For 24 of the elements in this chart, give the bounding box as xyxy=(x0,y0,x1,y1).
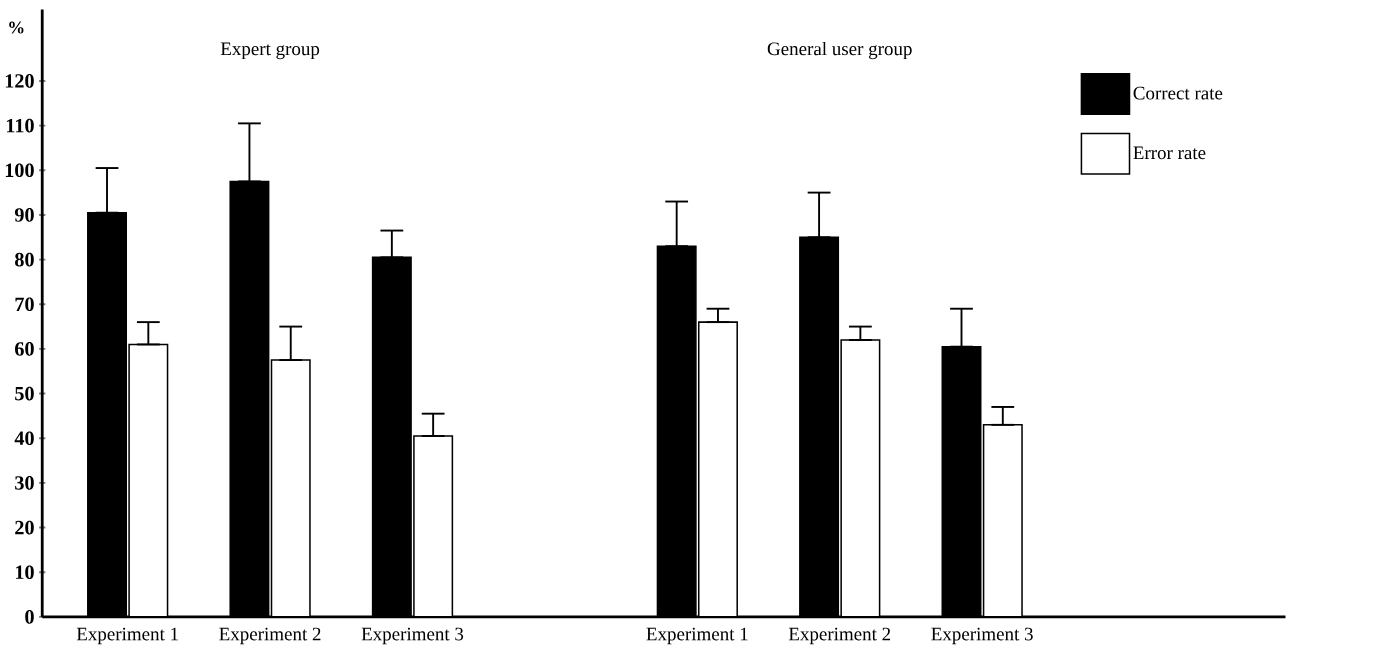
y-axis-title: % xyxy=(9,21,24,34)
y-tick-label: 120 xyxy=(5,74,34,88)
y-tick-label: 10 xyxy=(15,565,34,580)
y-tick-label: 100 xyxy=(5,163,34,178)
y-tick-label: 50 xyxy=(15,386,34,401)
x-tick-label: Experiment 1 xyxy=(646,627,748,645)
y-tick-label: 90 xyxy=(14,208,34,222)
legend-label: Error rate xyxy=(1133,146,1206,160)
annotation: General user group xyxy=(767,41,912,60)
y-tick-label: 70 xyxy=(15,297,34,312)
x-tick-label: Experiment 2 xyxy=(219,627,321,645)
y-tick-label: 20 xyxy=(15,520,34,535)
x-tick-label: Experiment 3 xyxy=(931,627,1033,645)
y-tick-label: 60 xyxy=(15,342,34,356)
y-tick-label: 110 xyxy=(6,118,34,133)
y-tick-label: 30 xyxy=(15,476,34,490)
x-tick-label: Experiment 2 xyxy=(788,627,891,645)
y-tick-label: 80 xyxy=(15,252,34,267)
y-tick-label: 0 xyxy=(25,610,34,624)
y-tick-label: 40 xyxy=(14,431,34,446)
annotation: Expert group xyxy=(220,42,320,60)
x-tick-label: Experiment 1 xyxy=(76,627,178,645)
x-tick-label: Experiment 3 xyxy=(361,627,464,645)
legend-label: Correct rate xyxy=(1133,86,1223,100)
